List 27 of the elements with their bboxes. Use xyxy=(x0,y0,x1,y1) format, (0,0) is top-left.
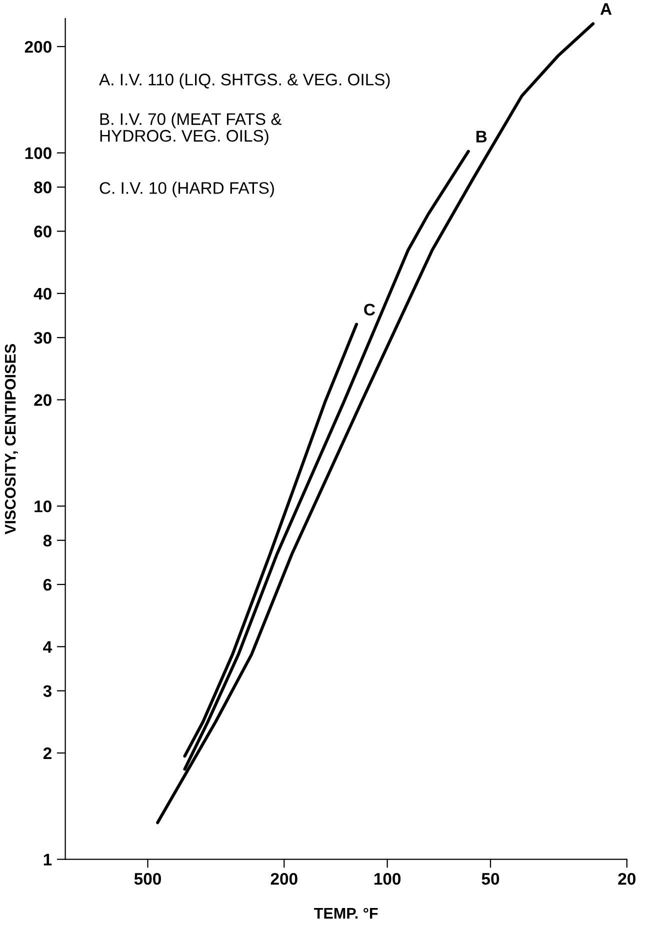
annotation: B. I.V. 70 (MEAT FATS & HYDROG. VEG. OILS) xyxy=(100,112,282,146)
y-tick-label: 2 xyxy=(43,747,52,760)
y-tick-label: 40 xyxy=(34,288,52,300)
y-tick-label: 200 xyxy=(24,40,52,53)
series-label: B xyxy=(476,130,487,142)
y-tick-label: 8 xyxy=(43,534,52,547)
y-tick-label: 10 xyxy=(34,500,52,512)
x-tick-label: 100 xyxy=(374,872,401,885)
y-tick-label: 4 xyxy=(43,641,52,653)
y-tick-label: 60 xyxy=(34,226,52,238)
y-tick-label: 30 xyxy=(34,332,52,344)
y-tick-label: 80 xyxy=(34,182,52,194)
x-axis-title: TEMP. °F xyxy=(314,908,378,919)
x-tick-label: 50 xyxy=(482,872,500,885)
y-axis-title: VISCOSITY, CENTIPOISES xyxy=(4,344,18,534)
series-label: A xyxy=(600,3,612,15)
annotation: A. I.V. 110 (LIQ. SHTGS. & VEG. OILS) xyxy=(99,73,390,89)
y-tick-label: 100 xyxy=(25,147,52,160)
x-tick-label: 200 xyxy=(270,872,298,885)
y-tick-label: 1 xyxy=(44,854,52,866)
y-tick-label: 3 xyxy=(43,685,52,698)
y-tick-label: 20 xyxy=(34,394,52,406)
series-label: C xyxy=(364,304,376,316)
x-tick-label: 20 xyxy=(618,872,636,885)
y-tick-label: 6 xyxy=(43,578,52,591)
annotation: C. I.V. 10 (HARD FATS) xyxy=(100,182,274,198)
x-tick-label: 500 xyxy=(134,872,161,885)
